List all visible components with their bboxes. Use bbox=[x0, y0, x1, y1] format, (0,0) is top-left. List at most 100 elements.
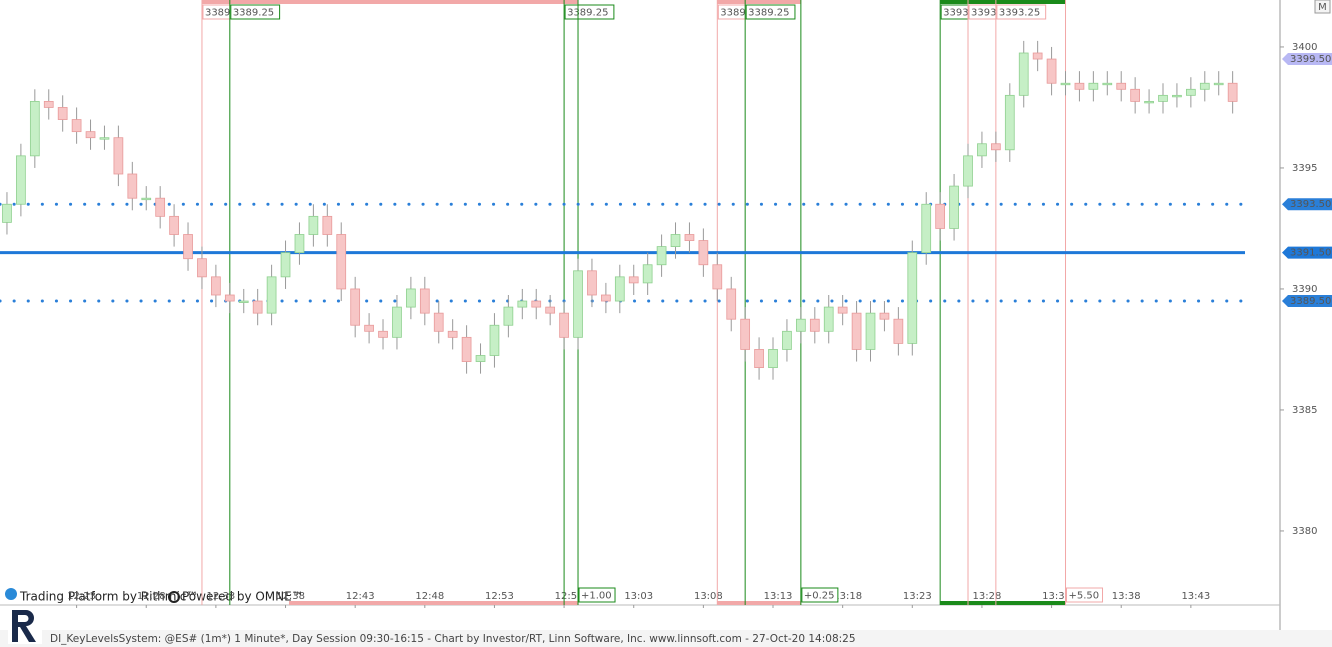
zone-bottom-bar bbox=[288, 601, 579, 605]
signal-label-box bbox=[745, 4, 796, 20]
candle-body bbox=[1172, 94, 1182, 98]
candle-body bbox=[336, 234, 347, 290]
candle-body bbox=[740, 318, 751, 350]
candle-body bbox=[587, 270, 597, 296]
x-tick-label: 13:08 bbox=[694, 591, 723, 602]
candle-body bbox=[1018, 52, 1029, 96]
candle-body bbox=[837, 306, 848, 314]
candle-body bbox=[1004, 94, 1015, 151]
signal-label: 3389.25 bbox=[233, 8, 274, 19]
candle-body bbox=[378, 330, 388, 338]
candle-body bbox=[475, 355, 486, 362]
x-tick-label: 12:23 bbox=[67, 591, 96, 602]
candle-body bbox=[851, 312, 862, 350]
zone-bottom-bar bbox=[940, 601, 1066, 605]
candle-body bbox=[642, 264, 653, 284]
x-tick-label: 12:58 bbox=[555, 591, 584, 602]
candle-body bbox=[809, 318, 820, 332]
candle-body bbox=[628, 276, 639, 284]
candle-body bbox=[726, 288, 737, 320]
candle-body bbox=[531, 300, 542, 308]
candle-body bbox=[266, 276, 277, 314]
button[interactable] bbox=[1314, 0, 1331, 14]
candle-body bbox=[280, 252, 291, 278]
x-tick-label: 12:48 bbox=[415, 591, 444, 602]
result-label-box bbox=[801, 587, 839, 603]
level-price-label: 3393.50 bbox=[1290, 199, 1331, 210]
candle-body bbox=[1227, 82, 1238, 102]
candle-body bbox=[57, 107, 68, 120]
candle-body bbox=[1102, 82, 1113, 86]
candle-body bbox=[350, 288, 361, 326]
candle-body bbox=[1144, 100, 1154, 104]
candle-body bbox=[907, 252, 918, 344]
candle-body bbox=[614, 276, 625, 302]
x-tick-label: 13:23 bbox=[903, 591, 932, 602]
logo-mark bbox=[12, 610, 36, 642]
level-price-tag bbox=[1282, 198, 1332, 211]
result-label-box bbox=[1066, 587, 1104, 603]
signal-label: 3389.25 bbox=[748, 8, 789, 19]
status-bar bbox=[0, 630, 1332, 647]
candle-body bbox=[601, 294, 611, 302]
level-price-tag bbox=[1282, 295, 1332, 308]
watermark-text: Trading Platform by Rithmic™ bbox=[19, 590, 198, 604]
signal-label: 3389 bbox=[720, 8, 745, 19]
candle-body bbox=[1199, 82, 1210, 90]
candle-body bbox=[322, 215, 333, 235]
result-label: +5.50 bbox=[1069, 591, 1100, 602]
candle-body bbox=[782, 330, 792, 350]
candle-body bbox=[489, 324, 500, 356]
candle-body bbox=[392, 306, 402, 338]
candle-body bbox=[503, 306, 514, 326]
candle-body bbox=[991, 143, 1001, 151]
candle-body bbox=[433, 312, 444, 332]
y-tick-label: 3400 bbox=[1292, 42, 1317, 53]
omne-icon bbox=[168, 591, 180, 603]
zone-bottom-bar bbox=[717, 601, 801, 605]
candle-body bbox=[155, 197, 166, 217]
candle-body bbox=[294, 234, 305, 254]
candle-body bbox=[796, 318, 806, 332]
candle-body bbox=[698, 240, 709, 266]
x-tick-label: 13:43 bbox=[1181, 591, 1210, 602]
signal-label-box bbox=[564, 4, 615, 20]
level-price-label: 3399.50 bbox=[1290, 54, 1331, 65]
candle-body bbox=[963, 155, 973, 187]
candle-body bbox=[977, 143, 987, 157]
candle-body bbox=[949, 185, 959, 229]
candle-body bbox=[517, 300, 528, 308]
candle-body bbox=[127, 173, 138, 199]
x-tick-label: 13:13 bbox=[764, 591, 793, 602]
candle-body bbox=[197, 258, 207, 278]
button-label[interactable]: M bbox=[1318, 2, 1327, 13]
candle-body bbox=[1088, 82, 1099, 90]
candle-body bbox=[43, 100, 54, 108]
candle-body bbox=[224, 294, 235, 302]
level-price-tag bbox=[1282, 53, 1332, 66]
candle-body bbox=[656, 246, 667, 266]
x-tick-label: 13:18 bbox=[833, 591, 862, 602]
candle-body bbox=[545, 306, 556, 314]
signal-label: 3393.25 bbox=[999, 8, 1040, 19]
signal-label-box bbox=[996, 4, 1047, 20]
signal-label: 3389.25 bbox=[567, 8, 608, 19]
footer: DI_KeyLevelsSystem: @ES# (1m*) 1 Minute*… bbox=[50, 633, 856, 645]
candle-body bbox=[308, 215, 319, 235]
candle-body bbox=[935, 203, 946, 229]
candle-body bbox=[419, 288, 430, 314]
x-tick-label: 13:38 bbox=[1112, 591, 1141, 602]
candle-body bbox=[1130, 88, 1141, 102]
candle-body bbox=[1074, 82, 1085, 90]
candle-body bbox=[754, 349, 764, 368]
candle-body bbox=[684, 234, 695, 241]
logo bbox=[8, 608, 42, 644]
candle-body bbox=[71, 119, 82, 133]
candle-body bbox=[183, 234, 193, 260]
candle-body bbox=[16, 155, 26, 205]
x-tick-label: 12:28 bbox=[137, 591, 166, 602]
candle-body bbox=[712, 264, 723, 290]
candle-body bbox=[1116, 82, 1127, 90]
candle-body bbox=[1186, 88, 1196, 96]
